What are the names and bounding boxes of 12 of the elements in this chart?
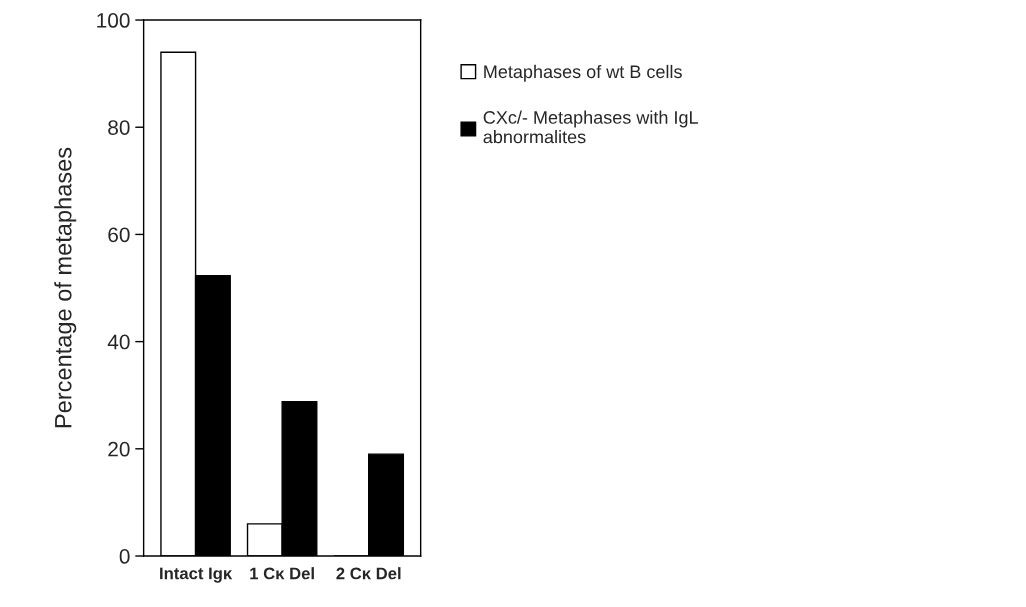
x-tick-label: 1 Cκ Del (250, 567, 314, 580)
legend-label: CXc/- Metaphases with IgL abnormalites (483, 110, 698, 144)
y-tick-label: 60 (108, 227, 130, 243)
y-tick-label: 100 (97, 13, 130, 28)
y-tick-label: 40 (107, 334, 130, 350)
y-tick-label: 80 (108, 120, 130, 135)
x-tick-label: 2 Cκ Del (336, 567, 401, 580)
legend-label: Metaphases of wt B cells (484, 64, 682, 82)
y-axis-title: Percentage of metaphases (54, 147, 77, 428)
x-tick-label: Intact Igκ (160, 567, 233, 583)
y-tick-label: 0 (119, 549, 130, 564)
y-tick-label: 20 (108, 441, 130, 457)
